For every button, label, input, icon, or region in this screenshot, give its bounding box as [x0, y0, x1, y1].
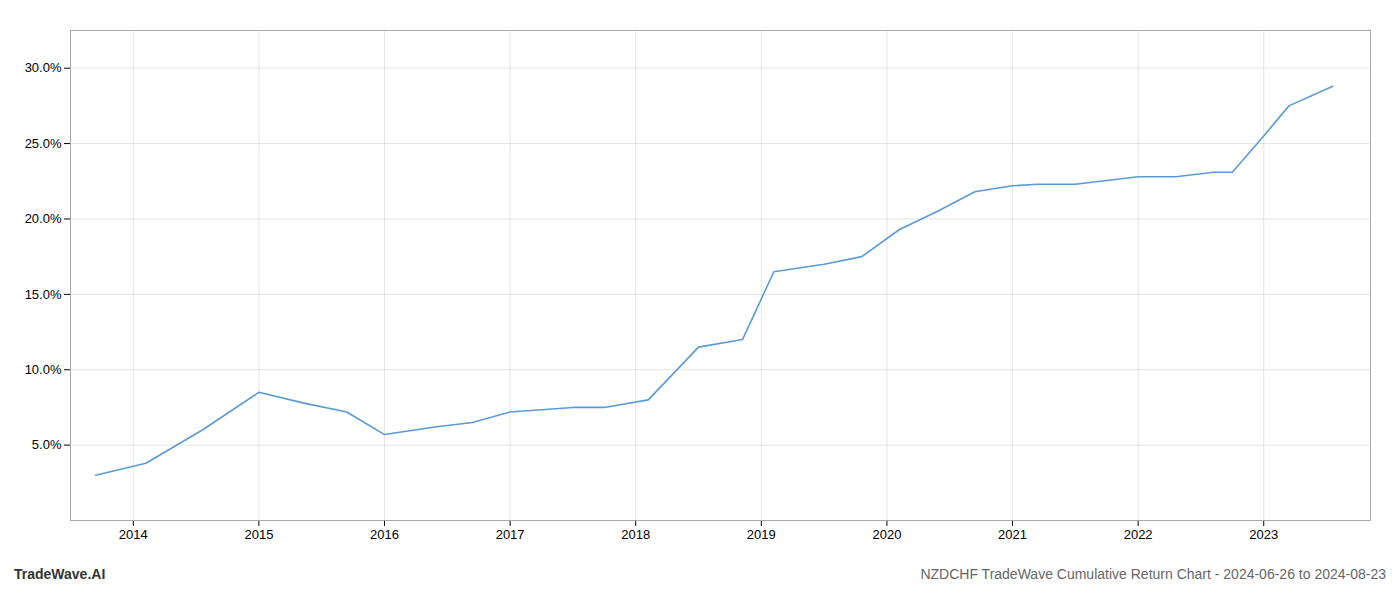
svg-text:30.0%: 30.0% — [25, 60, 62, 75]
svg-text:2019: 2019 — [747, 527, 776, 542]
svg-text:2021: 2021 — [998, 527, 1027, 542]
svg-text:25.0%: 25.0% — [25, 136, 62, 151]
svg-text:2022: 2022 — [1124, 527, 1153, 542]
svg-text:2016: 2016 — [370, 527, 399, 542]
svg-text:20.0%: 20.0% — [25, 211, 62, 226]
svg-text:2015: 2015 — [244, 527, 273, 542]
svg-text:2023: 2023 — [1249, 527, 1278, 542]
svg-text:2020: 2020 — [872, 527, 901, 542]
html-text:TradeWave.AI: TradeWave.AI — [14, 566, 106, 582]
svg-text:2017: 2017 — [496, 527, 525, 542]
svg-text:15.0%: 15.0% — [25, 287, 62, 302]
svg-text:2014: 2014 — [119, 527, 148, 542]
html-text:NZDCHF TradeWave Cumulative Re: NZDCHF TradeWave Cumulative Return Chart… — [920, 566, 1386, 582]
svg-text:10.0%: 10.0% — [25, 362, 62, 377]
svg-text:5.0%: 5.0% — [32, 437, 62, 452]
svg-text:2018: 2018 — [621, 527, 650, 542]
